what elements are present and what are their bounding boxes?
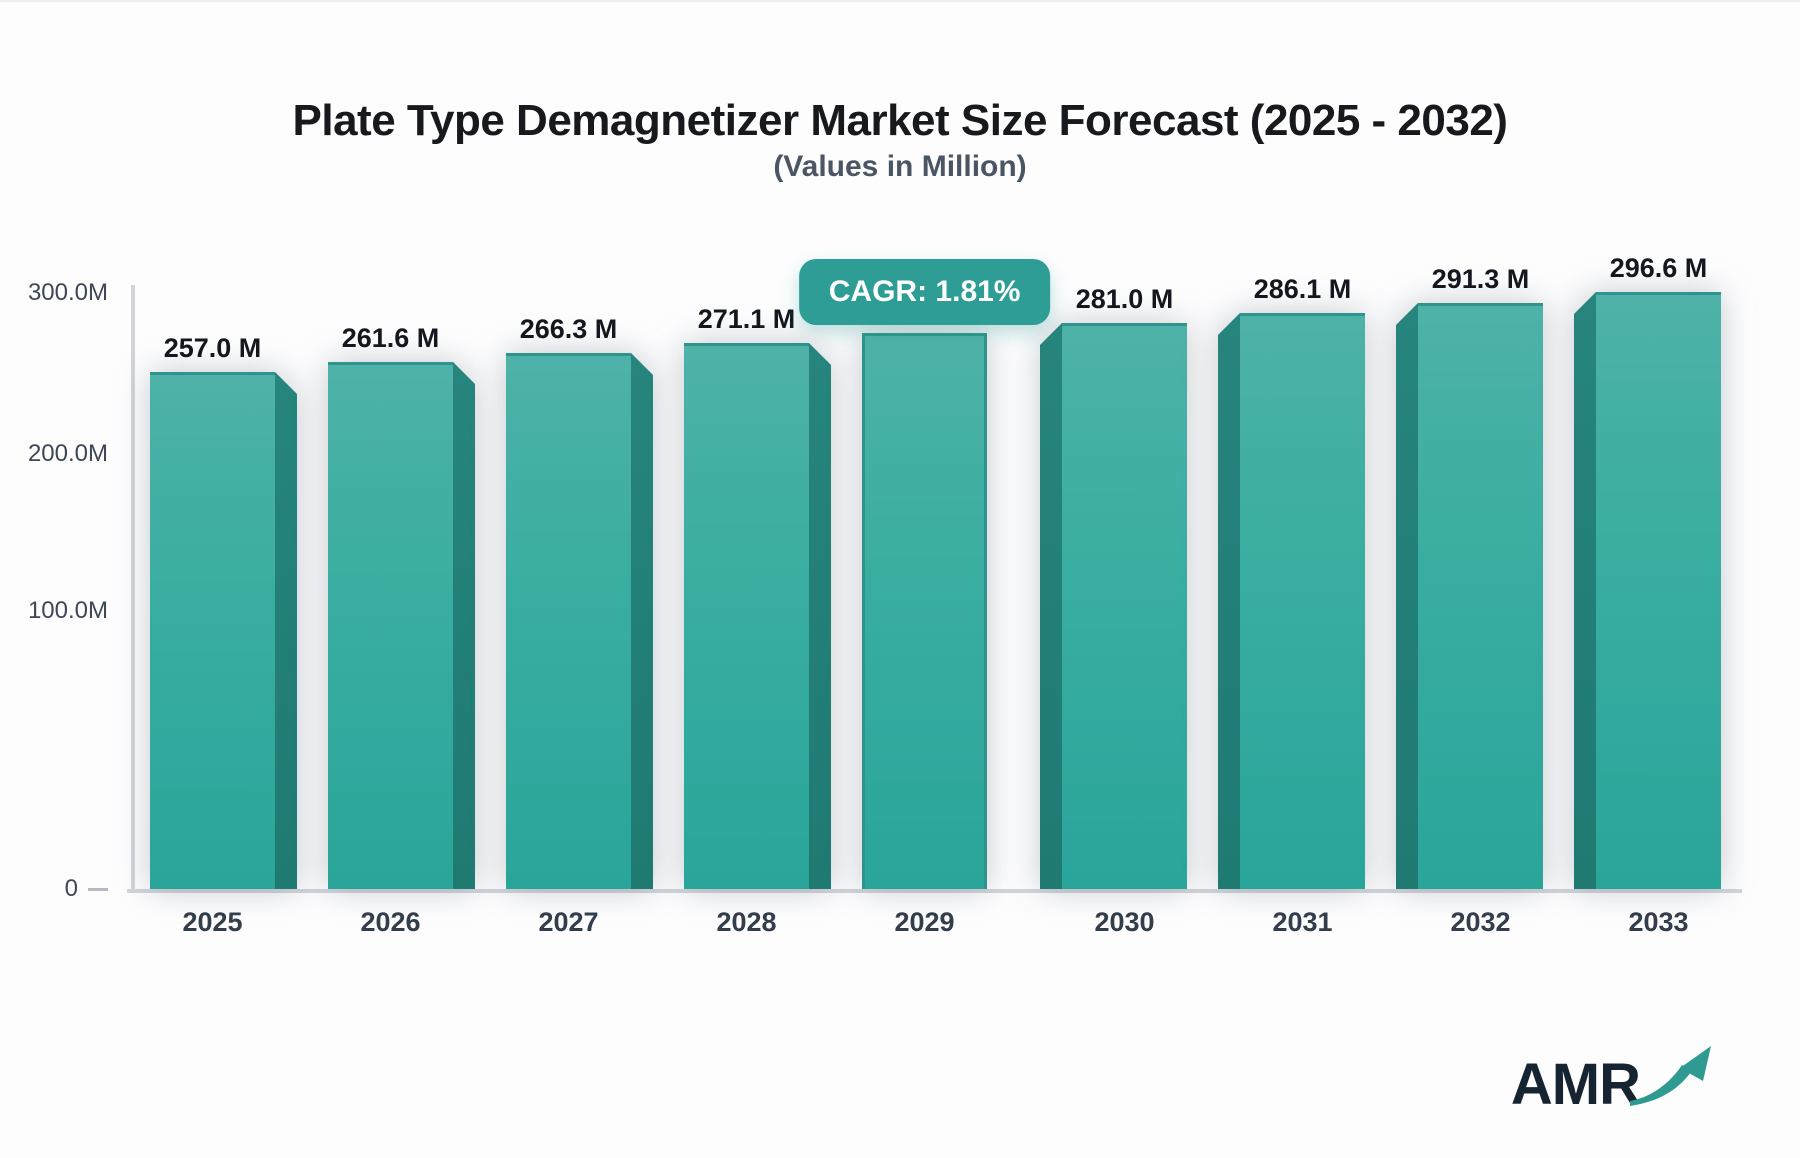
x-axis-year-label: 2030 — [1094, 907, 1155, 937]
bar-2025: 257.0 M 2025 — [150, 333, 297, 937]
y-tick-text: 200.0M — [27, 440, 108, 468]
bar-face — [684, 343, 809, 889]
bar-value-label: 266.3 M — [519, 314, 618, 344]
bar-2029: 276.0 M2029 — [862, 294, 987, 937]
bar-shape — [1574, 292, 1721, 889]
page-title: Plate Type Demagnetizer Market Size Fore… — [292, 96, 1508, 145]
y-tick-text: 100.0M — [27, 597, 108, 625]
x-axis-year-label: 2032 — [1450, 907, 1511, 937]
x-axis-year-label: 2031 — [1272, 907, 1333, 937]
bar-side-bevel — [1396, 303, 1418, 889]
bar-side-bevel — [631, 353, 653, 889]
bar-shape — [1040, 323, 1187, 889]
y-axis-tick-label: 0 — [65, 875, 108, 903]
bar-face — [1240, 313, 1365, 889]
y-tick-text: 300.0M — [27, 278, 108, 306]
y-axis-labels: 300.0M 200.0M 100.0M 0 — [0, 279, 120, 902]
y-axis-line — [131, 285, 135, 893]
bar-face — [1418, 303, 1543, 889]
x-axis-year-label: 2028 — [716, 907, 777, 937]
bar-2028: 271.1 M 2028 — [684, 304, 831, 937]
trend-up-arrow-icon — [1630, 1046, 1711, 1106]
bar-shape — [1218, 313, 1365, 889]
bar-face — [1596, 292, 1721, 889]
x-axis-year-label: 2027 — [538, 907, 599, 937]
bar-value-label: 271.1 M — [697, 304, 796, 334]
x-axis-year-label: 2033 — [1628, 907, 1689, 937]
x-axis-year-label: 2029 — [894, 907, 955, 937]
bar-value-label: 291.3 M — [1431, 264, 1530, 294]
bar-2030: 281.0 M 2030 — [1040, 284, 1187, 937]
bar-side-bevel — [1040, 323, 1062, 889]
y-axis-tick-label: 200.0M — [28, 440, 108, 468]
amr-logo-text: AMR — [1510, 1052, 1641, 1117]
x-axis-year-label: 2026 — [360, 907, 421, 937]
bar-shape — [506, 353, 653, 889]
bar-side-bevel — [1574, 292, 1596, 889]
y-axis-tick-label: 300.0M — [28, 279, 108, 307]
bar-side-bevel — [275, 372, 297, 889]
chart-subtitle: (Values in Million) — [773, 150, 1027, 183]
x-axis-year-label: 2025 — [182, 907, 243, 937]
bar-value-label: 286.1 M — [1253, 274, 1352, 304]
bar-2031: 286.1 M 2031 — [1218, 274, 1365, 937]
bar-2026: 261.6 M 2026 — [328, 323, 475, 937]
bar-2032: 291.3 M 2032 — [1396, 264, 1543, 937]
bar-side-bevel — [1218, 313, 1240, 889]
bar-face — [1062, 323, 1187, 889]
bar-shape — [1396, 303, 1543, 889]
bar-shape — [150, 372, 297, 889]
cagr-badge: CAGR: 1.81% — [798, 259, 1051, 325]
bar-value-label: 257.0 M — [163, 333, 262, 363]
bar-2027: 266.3 M 2027 — [506, 314, 653, 937]
bar-chart: 300.0M 200.0M 100.0M 0 257.0 M 2025 261.6 M 20… — [28, 253, 1742, 937]
y-tick-text: 0 — [64, 875, 78, 902]
bar-shape — [862, 333, 987, 889]
bar-face — [150, 372, 275, 889]
bar-face — [862, 333, 987, 889]
bar-face — [506, 353, 631, 889]
bar-value-label: 281.0 M — [1075, 284, 1174, 314]
bar-side-bevel — [453, 362, 475, 889]
bar-side-bevel — [809, 343, 831, 889]
bar-value-label: 261.6 M — [341, 323, 440, 353]
x-axis-line — [127, 889, 1742, 893]
y-axis-tick-label: 100.0M — [28, 597, 108, 625]
bar-2033: 296.6 M 2033 — [1574, 253, 1721, 937]
bar-value-label: 296.6 M — [1609, 253, 1708, 283]
bar-shape — [328, 362, 475, 889]
bar-shape — [684, 343, 831, 889]
zero-tick-mark — [88, 887, 108, 891]
bar-face — [328, 362, 453, 889]
amr-logo: AMR — [1511, 1044, 1714, 1114]
